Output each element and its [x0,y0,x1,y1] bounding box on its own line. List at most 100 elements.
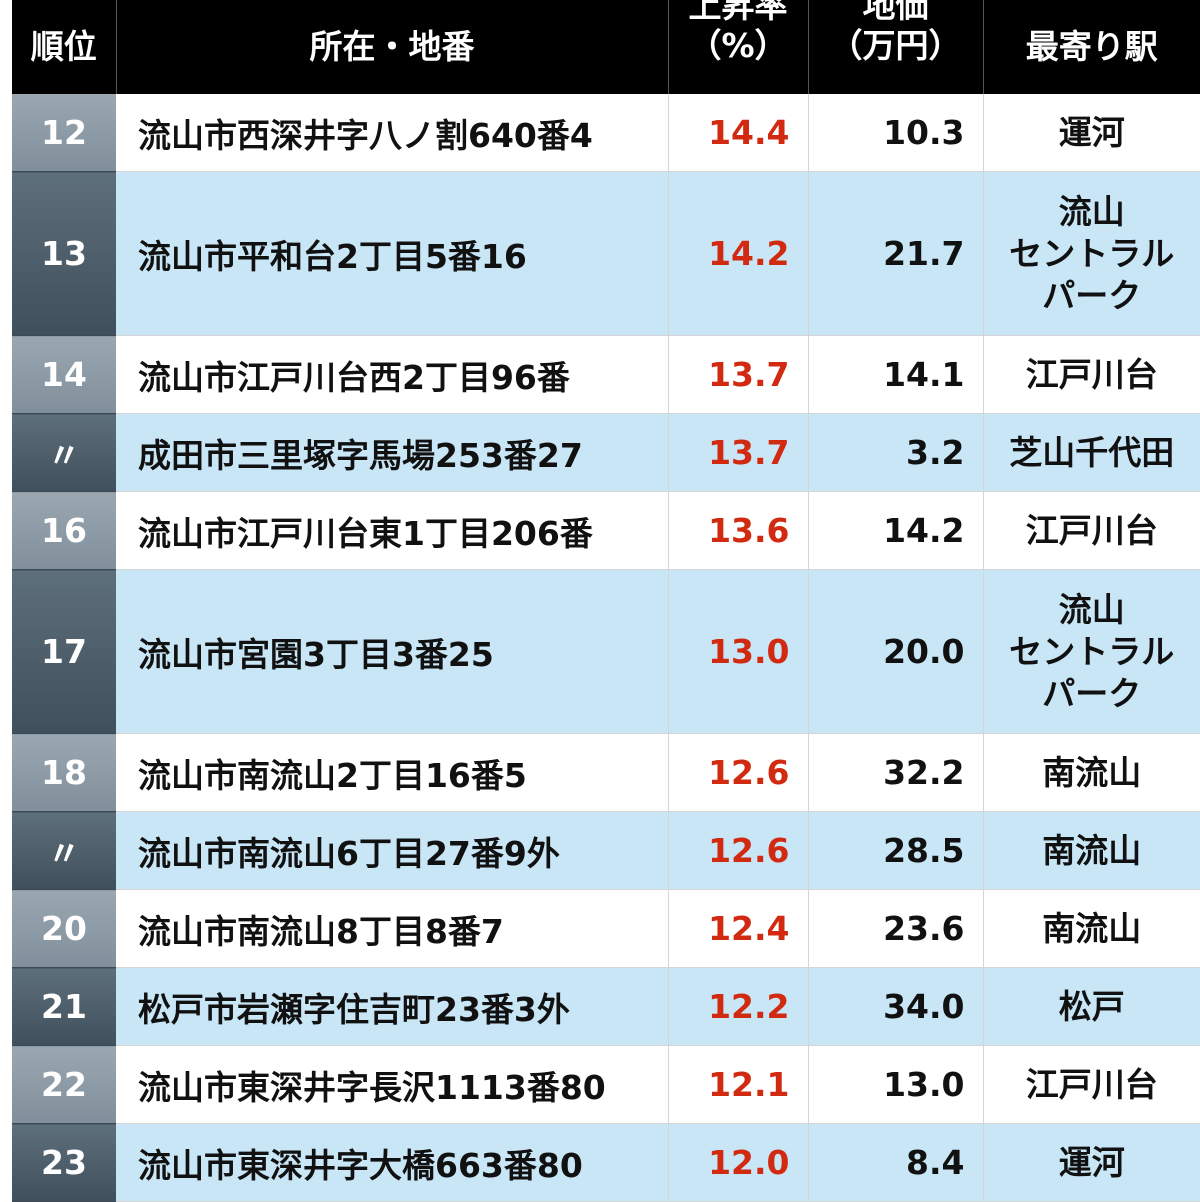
price-cell: 14.1 [808,336,983,414]
rate-cell: 12.4 [668,890,808,968]
rank-cell: 22 [12,1046,116,1124]
header-row: 順位 所在・地番 上昇率 （%） 地価 （万円） 最寄り駅 [12,0,1200,94]
station-name-line: 松戸 [984,986,1200,1028]
price-cell: 20.0 [808,570,983,734]
station-name-line: セントラル [984,233,1200,275]
station-name-line: 運河 [984,112,1200,154]
header-price: 地価 （万円） [808,0,983,94]
station-cell: 芝山千代田 [983,414,1200,492]
header-rank: 順位 [12,0,116,94]
header-station: 最寄り駅 [983,0,1200,94]
rate-cell: 12.2 [668,968,808,1046]
station-name-line: 江戸川台 [984,510,1200,552]
station-name-line: 江戸川台 [984,354,1200,396]
station-name-line: 運河 [984,1142,1200,1184]
station-cell: 江戸川台 [983,1046,1200,1124]
rank-cell: 18 [12,734,116,812]
station-cell: 流山セントラルパーク [983,172,1200,336]
rate-cell: 12.6 [668,812,808,890]
rate-cell: 12.6 [668,734,808,812]
price-cell: 23.6 [808,890,983,968]
rank-cell: 〃 [12,812,116,890]
station-name-line: パーク [984,275,1200,317]
price-cell: 28.5 [808,812,983,890]
station-name-line: 江戸川台 [984,1064,1200,1106]
table-header: 順位 所在・地番 上昇率 （%） 地価 （万円） 最寄り駅 [12,0,1200,94]
address-cell: 流山市南流山2丁目16番5 [116,734,668,812]
address-cell: 流山市南流山8丁目8番7 [116,890,668,968]
station-cell: 南流山 [983,734,1200,812]
price-cell: 10.3 [808,94,983,172]
rate-cell: 13.7 [668,414,808,492]
header-rate-line1: 上昇率 [669,0,808,26]
address-cell: 流山市西深井字八ノ割640番4 [116,94,668,172]
station-cell: 南流山 [983,890,1200,968]
address-cell: 流山市江戸川台東1丁目206番 [116,492,668,570]
address-cell: 流山市宮園3丁目3番25 [116,570,668,734]
station-cell: 運河 [983,94,1200,172]
rank-cell: 16 [12,492,116,570]
header-price-line2: （万円） [809,26,983,66]
rate-cell: 14.2 [668,172,808,336]
price-cell: 13.0 [808,1046,983,1124]
rank-cell: 17 [12,570,116,734]
price-cell: 8.4 [808,1124,983,1202]
station-name-line: 流山 [984,191,1200,233]
rank-cell: 21 [12,968,116,1046]
station-name-line: 芝山千代田 [984,432,1200,474]
station-name-line: セントラル [984,631,1200,673]
header-address: 所在・地番 [116,0,668,94]
header-price-line1: 地価 [809,0,983,26]
address-cell: 流山市東深井字大橋663番80 [116,1124,668,1202]
rate-cell: 14.4 [668,94,808,172]
rank-cell: 20 [12,890,116,968]
address-cell: 松戸市岩瀬字住吉町23番3外 [116,968,668,1046]
rate-cell: 12.1 [668,1046,808,1124]
station-name-line: 南流山 [984,752,1200,794]
rate-cell: 13.7 [668,336,808,414]
station-name-line: 南流山 [984,908,1200,950]
rate-cell: 13.0 [668,570,808,734]
station-cell: 松戸 [983,968,1200,1046]
header-rate: 上昇率 （%） [668,0,808,94]
rank-cell: 12 [12,94,116,172]
header-rate-line2: （%） [669,26,808,66]
station-cell: 運河 [983,1124,1200,1202]
rank-cell: 13 [12,172,116,336]
price-cell: 21.7 [808,172,983,336]
station-name-line: 流山 [984,589,1200,631]
rate-cell: 12.0 [668,1124,808,1202]
station-cell: 江戸川台 [983,336,1200,414]
rank-cell: 〃 [12,414,116,492]
price-cell: 3.2 [808,414,983,492]
station-cell: 流山セントラルパーク [983,570,1200,734]
station-name-line: パーク [984,673,1200,715]
address-cell: 流山市東深井字長沢1113番80 [116,1046,668,1124]
station-cell: 南流山 [983,812,1200,890]
station-cell: 江戸川台 [983,492,1200,570]
station-name-line: 南流山 [984,830,1200,872]
rate-cell: 13.6 [668,492,808,570]
price-cell: 32.2 [808,734,983,812]
address-cell: 流山市南流山6丁目27番9外 [116,812,668,890]
rank-cell: 23 [12,1124,116,1202]
rank-cell: 14 [12,336,116,414]
address-cell: 流山市平和台2丁目5番16 [116,172,668,336]
address-cell: 流山市江戸川台西2丁目96番 [116,336,668,414]
price-cell: 34.0 [808,968,983,1046]
